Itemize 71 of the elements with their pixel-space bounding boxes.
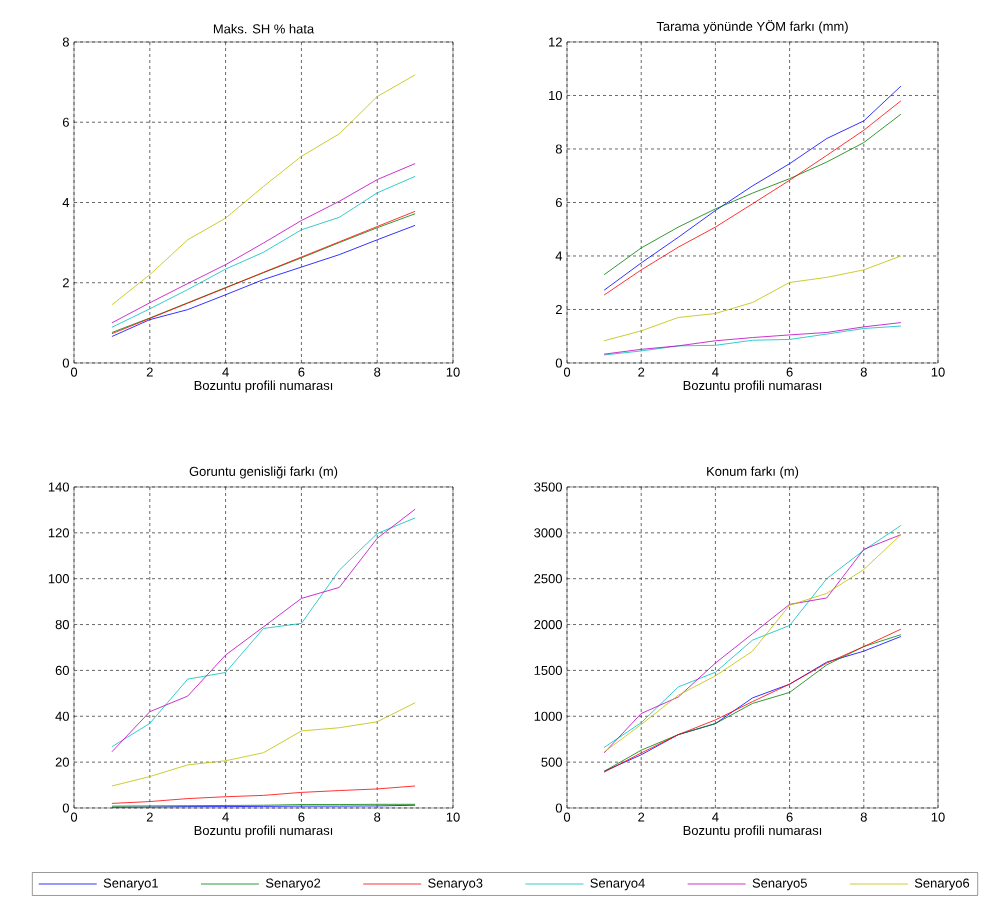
y-tick-label: 6: [62, 117, 69, 127]
y-tick-label: 6: [555, 197, 562, 208]
y-tick-label: 2: [555, 304, 562, 314]
y-tick-label: 12: [549, 37, 562, 47]
x-tick-label: 6: [298, 812, 305, 822]
y-tick-label: 8: [62, 37, 69, 47]
y-tick-label: 3000: [534, 528, 562, 538]
legend-label: Senaryo4: [590, 878, 645, 891]
x-tick-label: 10: [446, 812, 460, 822]
y-tick-label: 8: [555, 144, 562, 154]
chart-title: Goruntu genisliği farkı (m): [189, 466, 338, 479]
x-tick-label: 4: [712, 367, 719, 377]
x-tick-label: 8: [374, 367, 381, 377]
line-series: [111, 74, 416, 306]
x-tick-label: 6: [298, 367, 305, 377]
y-tick-label: 0: [555, 358, 562, 368]
y-tick-label: 2500: [534, 574, 562, 584]
x-tick-label: 6: [786, 367, 793, 377]
x-tick-label: 4: [222, 812, 229, 822]
x-tick-label: 2: [638, 367, 645, 377]
y-tick-label: 40: [55, 711, 69, 721]
x-tick-label: 2: [638, 812, 645, 822]
x-tick-label: 2: [146, 367, 153, 377]
chart-title: Maks. SH % hata: [213, 23, 315, 34]
x-axis-title: Bozuntu profili numarası: [683, 825, 822, 838]
legend-label: Senaryo5: [752, 878, 807, 891]
line-series: [111, 702, 416, 787]
y-tick-label: 4: [62, 198, 70, 207]
x-axis-title: Bozuntu profili numarası: [683, 380, 822, 393]
x-tick-label: 0: [70, 367, 78, 377]
x-tick-label: 8: [860, 367, 867, 377]
x-tick-label: 10: [931, 812, 945, 822]
y-tick-label: 0: [62, 358, 69, 368]
y-tick-label: 140: [48, 482, 69, 492]
y-tick-label: 0: [62, 803, 69, 813]
y-tick-label: 10: [549, 90, 562, 101]
legend-label: Senaryo6: [914, 878, 970, 891]
y-tick-label: 1500: [534, 665, 562, 675]
y-tick-label: 120: [48, 528, 69, 538]
chart-title: Konum farkı (m): [707, 466, 799, 479]
line-series: [603, 255, 902, 342]
y-tick-label: 60: [55, 665, 69, 675]
chart-title: Tarama yönünde YÖM farkı (mm): [656, 19, 848, 34]
y-tick-label: 4: [555, 251, 563, 261]
y-tick-label: 2000: [534, 619, 562, 630]
line-series: [111, 785, 416, 804]
x-tick-label: 6: [786, 812, 793, 822]
x-tick-label: 4: [222, 367, 229, 377]
y-tick-label: 500: [541, 757, 562, 767]
y-tick-label: 100: [48, 574, 69, 584]
x-tick-label: 8: [374, 812, 381, 822]
y-tick-label: 0: [555, 803, 562, 813]
x-tick-label: 0: [70, 812, 78, 822]
legend-label: Senaryo3: [428, 878, 483, 891]
x-tick-label: 8: [860, 812, 867, 822]
x-axis-title: Bozuntu profili numarası: [194, 380, 333, 393]
x-tick-label: 2: [146, 812, 153, 822]
x-tick-label: 0: [563, 367, 571, 377]
y-tick-label: 3500: [534, 482, 562, 492]
x-tick-label: 0: [563, 812, 571, 822]
legend-label: Senaryo2: [265, 878, 321, 891]
x-tick-label: 10: [931, 367, 945, 377]
y-tick-label: 1000: [534, 711, 562, 721]
line-series: [603, 113, 902, 276]
y-tick-label: 20: [55, 757, 69, 767]
legend-label: Senaryo1: [103, 878, 158, 891]
x-axis-title: Bozuntu profili numarası: [194, 825, 333, 838]
y-tick-label: 80: [55, 619, 69, 630]
x-tick-label: 4: [712, 812, 719, 822]
x-tick-label: 10: [446, 367, 460, 377]
y-tick-label: 2: [62, 278, 69, 288]
